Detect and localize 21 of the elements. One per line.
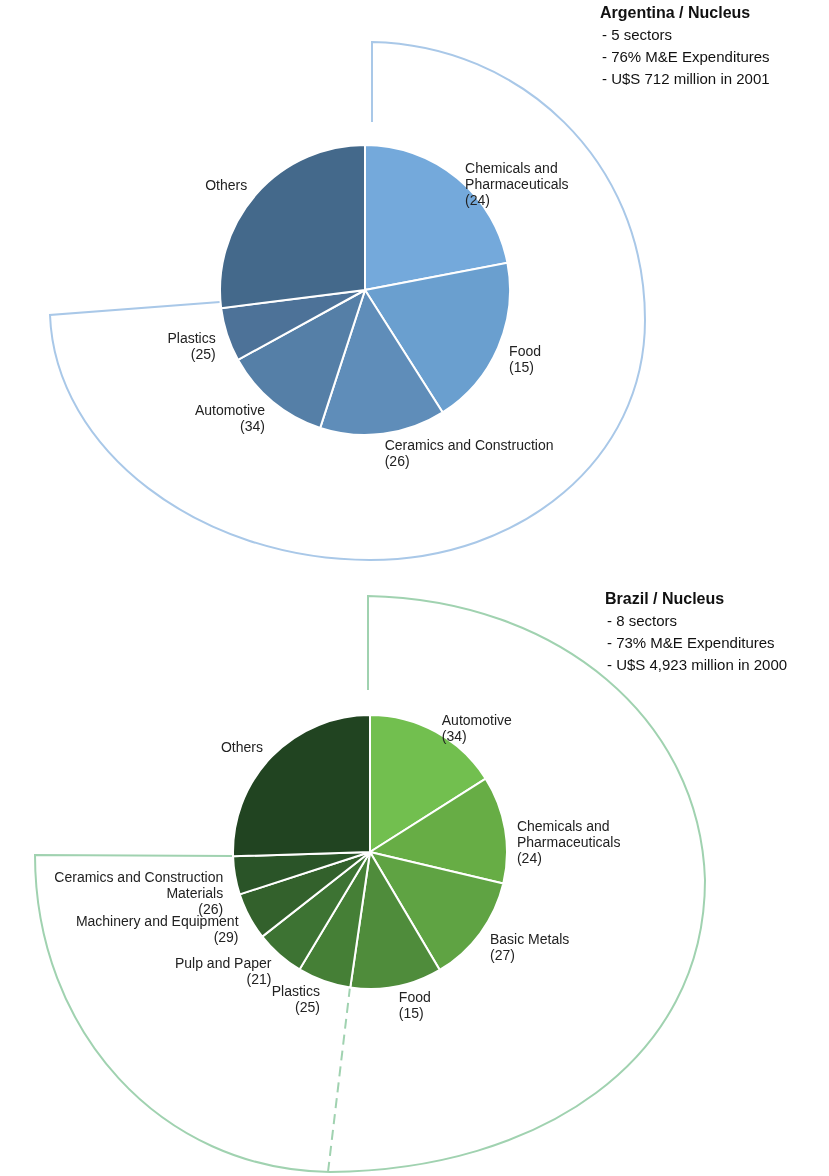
- text: - 76% M&E Expenditures: [601, 47, 770, 67]
- text: - U$S 712 million in 2001: [601, 69, 770, 89]
- text: - U$S 4,923 million in 2000: [606, 655, 788, 675]
- text: Argentina / Nucleus: [600, 3, 752, 23]
- slice-label: Others: [220, 739, 263, 756]
- text: Brazil / Nucleus: [605, 589, 726, 609]
- slice-label: Pulp and Paper (21): [174, 954, 272, 987]
- text: - 8 sectors: [606, 611, 679, 631]
- slice-label: Automotive (34): [441, 712, 513, 745]
- slice-label: Basic Metals (27): [489, 931, 570, 964]
- slice-label: Chemicals and Pharmaceuticals (24): [465, 160, 569, 209]
- slice-label: Automotive (34): [194, 401, 266, 434]
- text: - 5 sectors: [601, 25, 674, 45]
- slice-label: Plastics (25): [271, 983, 320, 1016]
- slice-label: Chemicals and Pharmaceuticals (24): [516, 818, 621, 867]
- slice-label: Others: [205, 177, 248, 194]
- slice-label: Plastics (25): [167, 329, 216, 362]
- slice-label: Ceramics and Construction (26): [384, 436, 554, 469]
- slice-label: Food (15): [509, 343, 542, 376]
- slice-label: Food (15): [398, 989, 431, 1022]
- text: - 73% M&E Expenditures: [606, 633, 776, 653]
